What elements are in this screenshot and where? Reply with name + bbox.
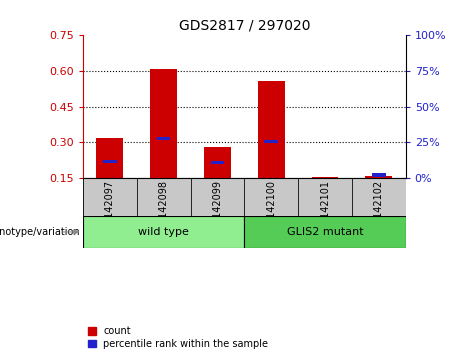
Text: GSM142099: GSM142099 xyxy=(213,180,223,239)
Bar xyxy=(244,178,298,216)
Bar xyxy=(352,178,406,216)
Text: GSM142102: GSM142102 xyxy=(374,180,384,239)
Bar xyxy=(298,178,352,216)
Bar xyxy=(312,177,338,178)
Text: genotype/variation: genotype/variation xyxy=(0,227,80,237)
Text: GSM142101: GSM142101 xyxy=(320,180,330,239)
Bar xyxy=(258,81,284,178)
Text: GSM142097: GSM142097 xyxy=(105,180,115,239)
Bar xyxy=(103,160,117,163)
Bar xyxy=(372,173,385,177)
Bar xyxy=(265,140,278,143)
Bar xyxy=(244,216,406,248)
Text: wild type: wild type xyxy=(138,227,189,237)
Bar xyxy=(157,137,171,141)
Text: GSM142100: GSM142100 xyxy=(266,180,276,239)
Bar xyxy=(211,161,224,164)
Bar xyxy=(365,176,392,178)
Bar xyxy=(83,178,137,216)
Bar xyxy=(150,69,177,178)
Legend: count, percentile rank within the sample: count, percentile rank within the sample xyxy=(88,326,268,349)
Bar xyxy=(83,216,244,248)
Bar xyxy=(137,178,190,216)
Bar xyxy=(204,147,231,178)
Bar xyxy=(96,138,123,178)
Text: GSM142098: GSM142098 xyxy=(159,180,169,239)
Text: GLIS2 mutant: GLIS2 mutant xyxy=(287,227,363,237)
Bar xyxy=(190,178,244,216)
Title: GDS2817 / 297020: GDS2817 / 297020 xyxy=(178,19,310,33)
